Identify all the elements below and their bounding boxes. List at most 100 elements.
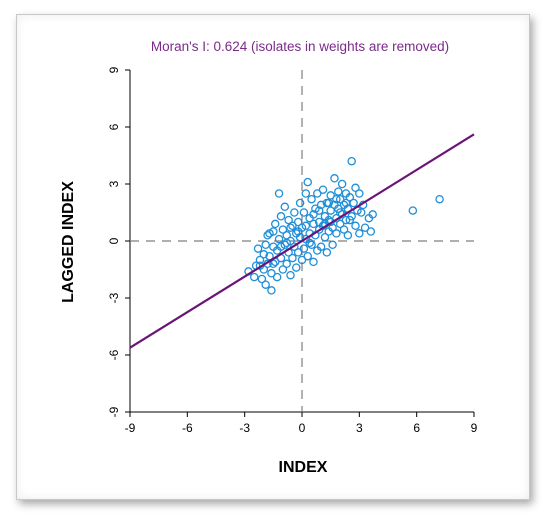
y-axis-label: LAGGED INDEX: [60, 181, 77, 303]
data-point: [269, 259, 278, 269]
data-point: [284, 215, 293, 225]
data-point: [335, 194, 345, 204]
data-point: [307, 194, 316, 204]
data-point: [351, 183, 360, 193]
data-point: [366, 227, 376, 236]
x-axis-label: INDEX: [279, 459, 328, 476]
x-tick-label: 0: [299, 421, 306, 435]
data-point: [261, 280, 270, 289]
data-point: [349, 198, 358, 208]
data-point: [326, 206, 335, 215]
data-point: [332, 229, 341, 238]
data-point: [408, 206, 418, 215]
y-tick-label: -3: [107, 292, 121, 303]
data-point: [341, 215, 351, 225]
data-point: [435, 194, 444, 204]
data-point: [295, 198, 305, 208]
data-point: [303, 251, 312, 261]
x-tick-label: 3: [356, 421, 363, 435]
data-point: [322, 248, 332, 257]
data-point: [292, 263, 301, 272]
data-point: [337, 179, 347, 189]
data-point: [293, 227, 303, 236]
data-point: [356, 208, 366, 217]
data-point: [253, 244, 263, 253]
data-point: [355, 189, 364, 198]
data-point: [267, 269, 276, 278]
data-point: [305, 238, 314, 248]
data-point: [339, 225, 349, 234]
data-point: [299, 244, 309, 253]
plot-area: -9 -6 -3 0 3 6 9 9 6 3 0 -3 -6 -9: [107, 66, 478, 435]
data-point: [286, 270, 295, 280]
data-point: [280, 202, 290, 212]
data-point: [326, 191, 335, 200]
data-point: [293, 248, 303, 257]
data-point: [282, 238, 291, 248]
data-point: [299, 208, 309, 217]
data-point: [259, 250, 269, 259]
data-point: [276, 242, 286, 251]
data-point: [290, 208, 299, 217]
y-tick-label: -6: [107, 349, 121, 360]
data-point: [314, 206, 324, 215]
data-point: [341, 198, 351, 208]
data-point: [261, 240, 270, 250]
data-point: [334, 187, 343, 196]
data-point: [320, 232, 330, 242]
data-point: [301, 189, 311, 198]
x-tick-label: 9: [471, 421, 478, 435]
regression-line: [129, 133, 475, 349]
data-point: [355, 229, 364, 238]
data-point: [316, 242, 326, 251]
data-point: [265, 251, 274, 261]
data-point: [278, 265, 288, 274]
data-point: [345, 193, 355, 202]
data-point: [347, 156, 356, 166]
data-point: [295, 232, 305, 242]
x-tick-label: -3: [239, 421, 250, 435]
data-point: [316, 200, 326, 210]
data-point: [309, 210, 318, 219]
y-tick-label: 3: [107, 180, 121, 187]
y-tick-label: 0: [107, 237, 121, 244]
x-tick-label: -9: [125, 421, 136, 435]
data-point: [265, 229, 274, 238]
data-point: [318, 185, 328, 194]
data-point: [368, 210, 377, 219]
data-point: [301, 221, 311, 231]
data-point: [276, 212, 286, 221]
y-tick-label: -9: [107, 406, 121, 417]
data-point: [270, 219, 280, 229]
x-tick-label: -6: [182, 421, 193, 435]
data-point: [328, 240, 337, 250]
data-point: [332, 194, 341, 204]
data-point: [288, 221, 297, 231]
data-point: [274, 189, 284, 198]
y-tick-label: 9: [107, 66, 121, 73]
data-point: [307, 240, 316, 250]
data-point: [330, 174, 339, 183]
chart-title: Moran's I: 0.624 (isolates in weights ar…: [151, 39, 449, 54]
data-point: [293, 217, 303, 227]
data-point: [351, 221, 360, 231]
data-point: [297, 255, 307, 265]
data-point: [360, 223, 370, 232]
data-point: [309, 219, 318, 229]
data-point: [257, 274, 267, 284]
data-point: [274, 234, 284, 244]
data-point: [324, 198, 334, 208]
data-point: [313, 189, 322, 198]
data-point: [263, 231, 272, 240]
data-point: [249, 272, 259, 282]
data-point: [309, 257, 318, 267]
data-point: [335, 219, 345, 229]
data-point: [267, 286, 276, 295]
data-point: [288, 253, 297, 263]
data-point: [282, 259, 291, 269]
x-tick-label: 6: [413, 421, 420, 435]
data-point: [343, 231, 353, 240]
y-tick-label: 6: [107, 123, 121, 130]
data-point: [328, 223, 337, 232]
